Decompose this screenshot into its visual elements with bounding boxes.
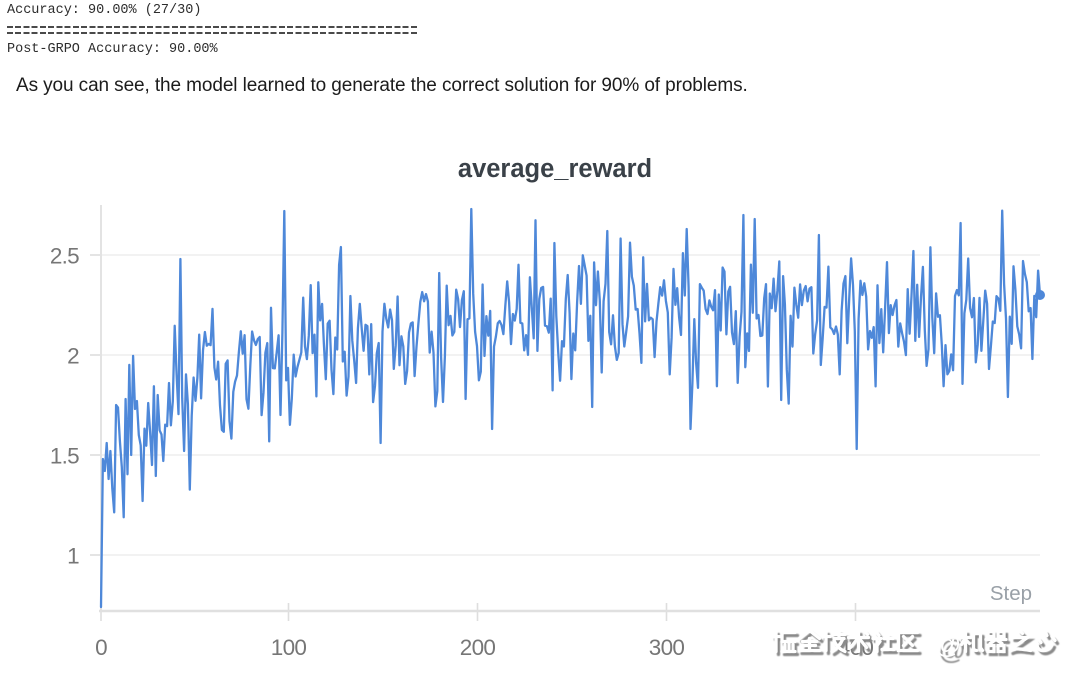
svg-text:300: 300 [649, 635, 685, 660]
svg-text:1.5: 1.5 [50, 444, 79, 469]
svg-text:200: 200 [460, 635, 496, 660]
svg-text:@: @ [934, 629, 961, 659]
svg-text:0: 0 [95, 635, 107, 660]
svg-text:2: 2 [67, 344, 79, 369]
svg-text:average_reward: average_reward [458, 155, 652, 183]
svg-text:1: 1 [67, 544, 79, 569]
svg-text:@: @ [939, 635, 966, 665]
svg-text:100: 100 [271, 635, 307, 660]
svg-text:2.5: 2.5 [50, 244, 79, 269]
svg-text:Step: Step [990, 582, 1032, 605]
